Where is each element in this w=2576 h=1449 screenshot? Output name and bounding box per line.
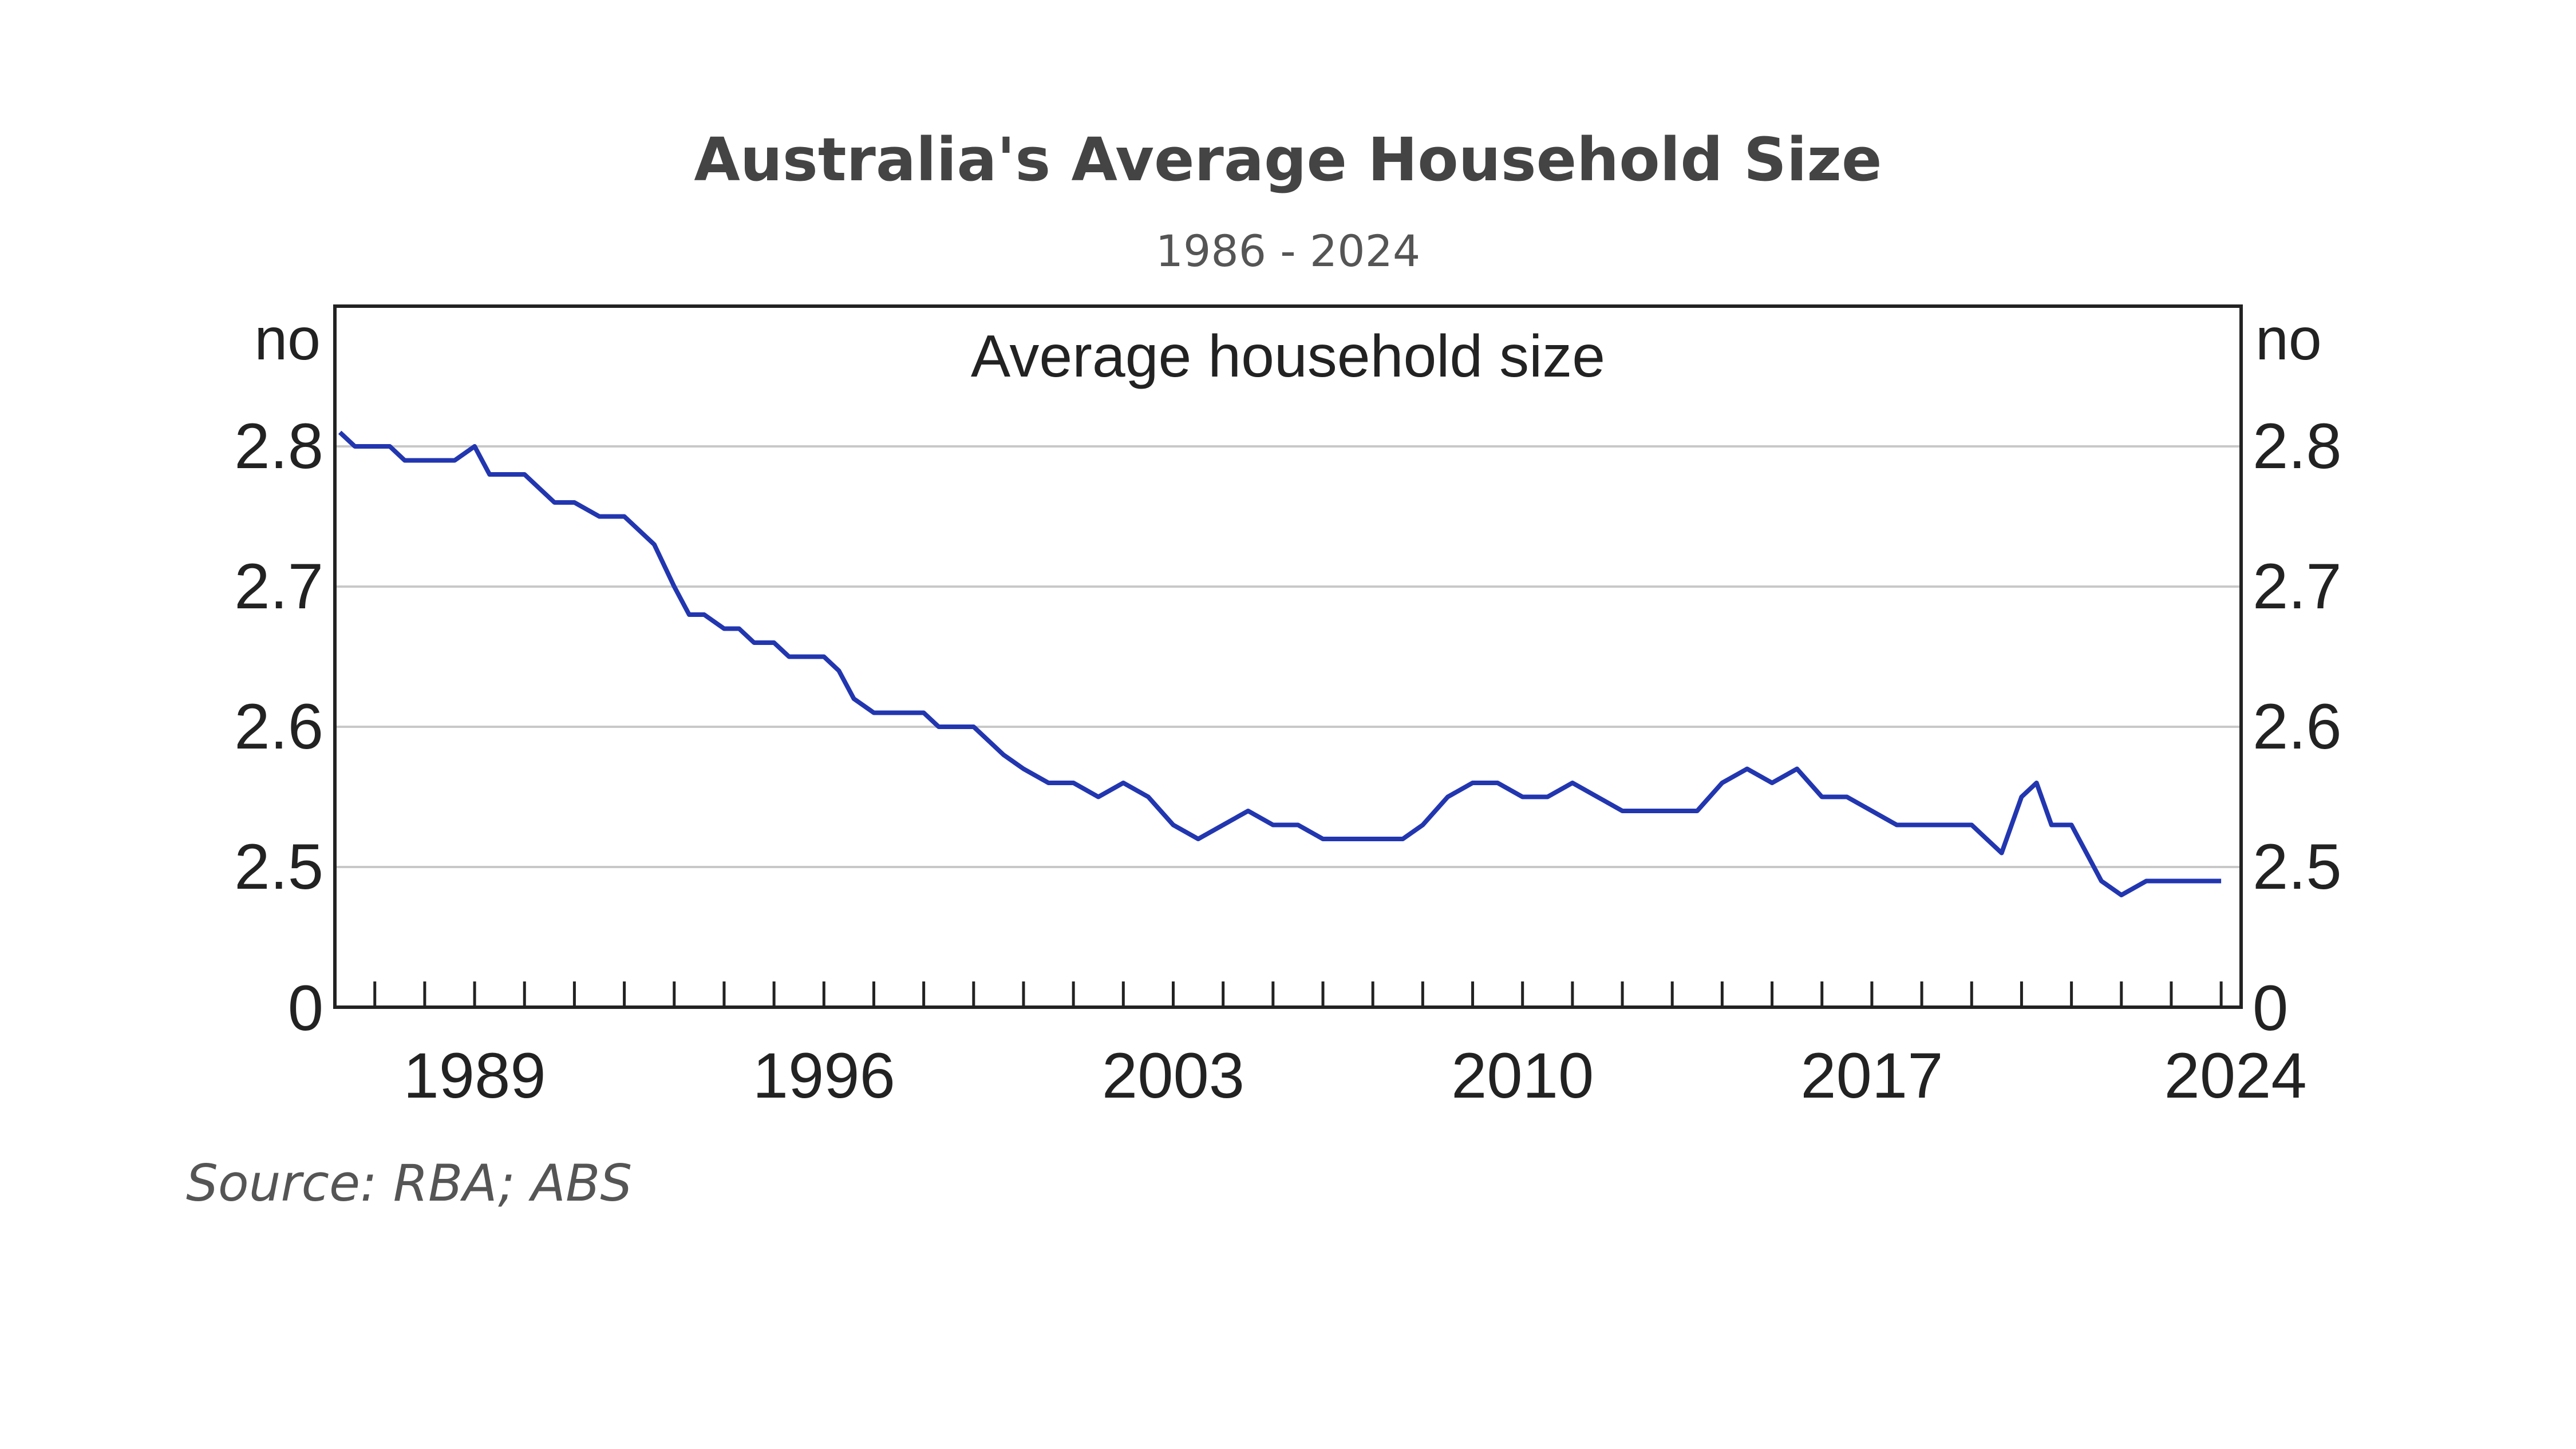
y-tick-label-right: 0: [2253, 972, 2288, 1044]
y-tick-label-right: 2.8: [2253, 410, 2342, 482]
gridlines: [335, 445, 2241, 868]
y-axis-ticks: 0 0 2.5 2.5 2.6 2.6 2.7 2.7 2.8 2.8: [234, 410, 2341, 1044]
x-tick-label: 1996: [753, 1040, 895, 1111]
y-unit-label-right: no: [2255, 306, 2322, 373]
chart-subtitle: 1986 - 2024: [1156, 225, 1421, 276]
y-tick-label-left: 0: [288, 972, 323, 1044]
x-tick-label: 2017: [1800, 1040, 1943, 1111]
source-note: Source: RBA; ABS: [186, 1154, 632, 1213]
y-unit-label-left: no: [254, 306, 321, 373]
chart-title: Australia's Average Household Size: [694, 125, 1882, 195]
x-tick-label: 2010: [1451, 1040, 1594, 1111]
y-tick-label-left: 2.7: [234, 551, 323, 622]
y-tick-label-right: 2.5: [2253, 831, 2342, 902]
plot-frame: [333, 304, 2243, 1009]
y-tick-label-right: 2.6: [2253, 691, 2342, 762]
inner-chart-title: Average household size: [971, 323, 1605, 390]
x-tick-label: 1989: [404, 1040, 546, 1111]
y-tick-label-left: 2.6: [234, 691, 323, 762]
series-line-average-household-size: [338, 430, 2222, 897]
y-tick-label-left: 2.5: [234, 831, 323, 902]
y-tick-label-left: 2.8: [234, 410, 323, 482]
x-axis-ticks: [373, 981, 2223, 1007]
x-tick-label: 2024: [2164, 1040, 2307, 1111]
x-axis-labels: 1989 1996 2003 2010 2017 2024: [404, 1040, 2307, 1111]
x-tick-label: 2003: [1102, 1040, 1244, 1111]
y-tick-label-right: 2.7: [2253, 551, 2342, 622]
